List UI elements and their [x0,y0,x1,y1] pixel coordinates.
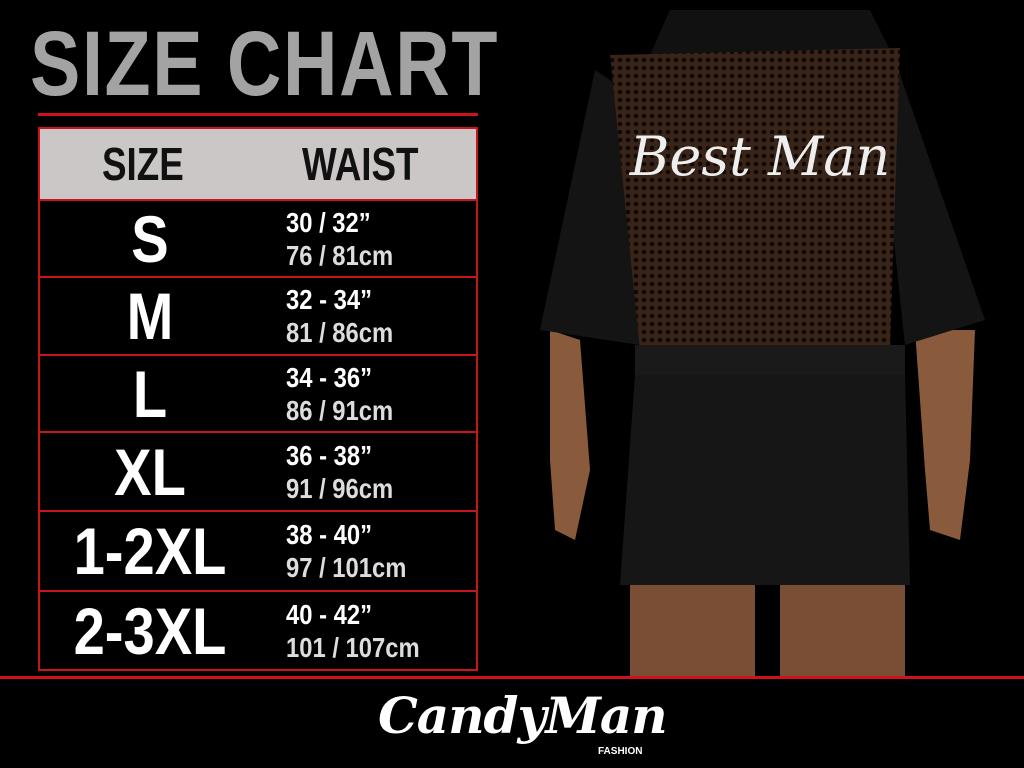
size-label: 2-3XL [73,593,227,668]
waist-inches: 40 - 42” [286,598,372,630]
waist-value: 34 - 36” 86 / 91cm [286,361,393,427]
right-arm [915,330,975,540]
robe-skirt [620,375,910,585]
waist-cm: 97 / 101cm [286,552,407,583]
waist-inches: 36 - 38” [286,439,372,471]
mesh-back [610,48,900,350]
waist-inches: 34 - 36” [286,361,372,393]
waist-cm: 81 / 86cm [286,317,394,348]
size-label: L [132,356,168,431]
waist-cm: 76 / 81cm [286,239,394,271]
waist-cm: 101 / 107cm [286,631,420,663]
left-leg [630,580,755,676]
size-label: S [131,201,169,276]
brand-logo: CandyMan FASHION [378,686,668,762]
waist-value: 38 - 40” 97 / 101cm [286,518,406,584]
waist-cm: 86 / 91cm [286,394,394,426]
size-label: M [126,279,174,353]
table-row: M 32 - 34” 81 / 86cm [40,278,476,356]
header-waist: WAIST [302,138,419,190]
size-label: 1-2XL [73,514,227,588]
right-sleeve [880,60,985,345]
waist-value: 40 - 42” 101 / 107cm [286,598,420,664]
waist-value: 30 / 32” 76 / 81cm [286,206,393,272]
title-divider [38,113,478,116]
table-row: 1-2XL 38 - 40” 97 / 101cm [40,512,476,592]
robe-collar [650,10,890,55]
table-row: S 30 / 32” 76 / 81cm [40,201,476,278]
waist-inches: 38 - 40” [286,519,372,550]
brand-sub: FASHION [598,746,643,757]
header-size: SIZE [102,138,184,190]
print-text: Best Man [629,125,890,188]
waist-cm: 91 / 96cm [286,472,394,504]
robe-belt [635,345,905,375]
table-row: L 34 - 36” 86 / 91cm [40,356,476,433]
waist-inches: 30 / 32” [286,206,371,238]
waist-value: 32 - 34” 81 / 86cm [286,283,393,349]
size-label: XL [114,434,186,509]
waist-inches: 32 - 34” [286,284,372,315]
right-leg [780,580,905,676]
size-table: SIZE WAIST S 30 / 32” 76 / 81cm M 32 - 34… [38,127,478,671]
brand-name: CandyMan [378,686,668,745]
page-title: SIZE CHART [30,13,500,115]
table-row: XL 36 - 38” 91 / 96cm [40,433,476,512]
footer-divider [0,676,1024,679]
table-row: 2-3XL 40 - 42” 101 / 107cm [40,592,476,669]
product-photo: Best Man [540,10,985,676]
left-arm [550,330,590,540]
table-header: SIZE WAIST [40,129,476,201]
waist-value: 36 - 38” 91 / 96cm [286,439,393,505]
